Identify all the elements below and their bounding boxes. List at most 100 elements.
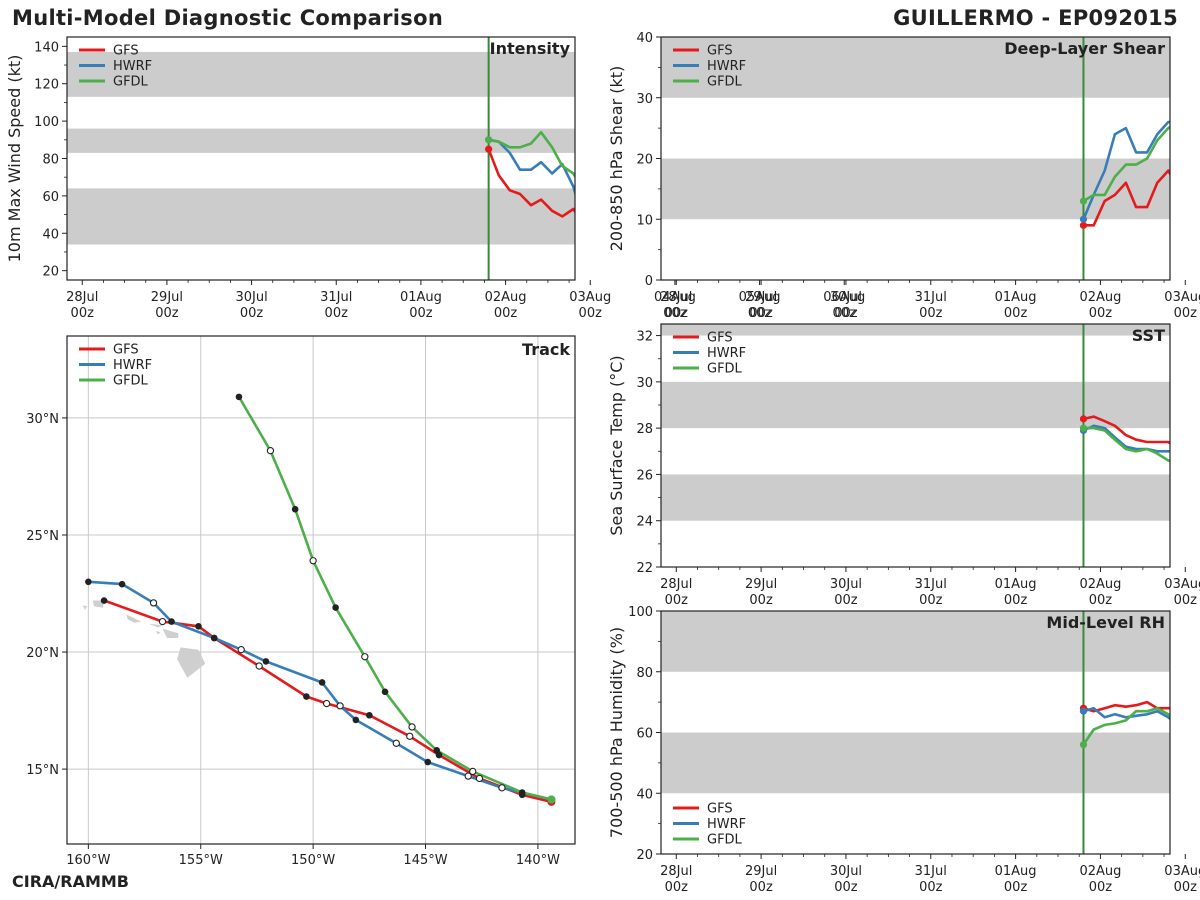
y-tick-label: 80	[42, 153, 59, 168]
series-line-gfdl	[1082, 706, 1170, 746]
x-tick-day: 29Jul	[745, 577, 777, 592]
x-tick-hour: 00z	[749, 306, 773, 321]
track-point-00z	[433, 747, 441, 754]
x-tick-hour: 00z	[665, 306, 689, 321]
series-line-gfdl	[1083, 426, 1170, 463]
start-point-gfdl	[1079, 424, 1088, 432]
start-point-gfs	[485, 145, 493, 153]
y-tick-label: 40	[42, 227, 59, 242]
series-line-gfs	[487, 148, 575, 218]
track-point-00z	[303, 693, 310, 700]
y-axis-title: Sea Surface Temp (°C)	[607, 355, 626, 535]
series-line-gfdl	[1082, 125, 1170, 203]
panel-rh: 2040608010028Jul00z29Jul00z30Jul00z31Jul…	[607, 605, 1200, 895]
legend-label-gfdl: GFDL	[707, 75, 743, 90]
track-point-12z	[469, 767, 477, 776]
series-line-hwrf	[1082, 120, 1170, 220]
track-point-00z	[352, 716, 360, 724]
series-line-gfs	[1083, 169, 1170, 227]
track-point-00z	[100, 597, 108, 604]
series-group	[487, 131, 575, 218]
panel-shear: 01020304028Jul00z29Jul00z30Jul00z31Jul00…	[607, 31, 1200, 321]
legend-label-gfs: GFS	[113, 44, 139, 59]
track-line-gfdl	[237, 396, 552, 801]
figure-title: Multi-Model Diagnostic Comparison	[12, 6, 444, 30]
band-1	[661, 381, 1170, 429]
legend-label-gfs: GFS	[113, 343, 139, 358]
series-line-hwrf	[488, 138, 575, 197]
y-tick-label: 120	[34, 78, 59, 93]
panel-title: Intensity	[490, 39, 571, 58]
track-point-00z	[366, 711, 373, 719]
credit-label: CIRA/RAMMB	[12, 872, 129, 891]
x-tick-day: 03Aug	[1164, 577, 1200, 592]
track-point-12z	[255, 662, 263, 670]
x-tick-hour: 00z	[665, 593, 689, 608]
track-point-12z	[309, 557, 317, 565]
track-point-12z	[475, 774, 484, 783]
band-0	[67, 188, 575, 245]
x-tick-hour: 00z	[1004, 306, 1028, 321]
x-tick-hour: 00z	[1174, 880, 1198, 895]
x-tick-hour: 00z	[494, 306, 518, 321]
start-point-gfs	[1079, 221, 1088, 229]
x-tick-day: 30Jul	[830, 577, 862, 592]
start-point-gfdl	[485, 136, 493, 144]
x-tick-hour: 00z	[748, 306, 772, 321]
series-group	[1082, 415, 1170, 463]
legend-label-gfs: GFS	[707, 331, 733, 346]
island	[92, 600, 105, 608]
x-tick-day: 31Jul	[915, 577, 947, 592]
track-point-00z	[332, 604, 339, 611]
x-tick-hour: 00z	[325, 306, 349, 321]
band-1	[661, 37, 1170, 98]
series-line-hwrf	[1082, 424, 1170, 453]
x-tick-hour: 00z	[749, 593, 773, 608]
hawaii-islands	[82, 600, 206, 678]
legend-label-hwrf: HWRF	[707, 59, 746, 74]
track-point-12z	[322, 699, 331, 708]
lon-label: 150°W	[291, 853, 335, 868]
x-tick-hour: 00z	[71, 306, 95, 321]
x-tick-day: 31Jul	[320, 290, 352, 305]
y-tick-label: 32	[636, 330, 653, 345]
x-tick-day: 30Jul	[235, 290, 267, 305]
x-tick-hour: 00z	[1004, 593, 1028, 608]
x-tick-day: 03Aug	[1164, 864, 1200, 879]
legend-label-hwrf: HWRF	[707, 817, 746, 832]
start-point-hwrf	[1079, 215, 1088, 223]
x-tick-day: 02Aug	[1079, 290, 1121, 305]
y-tick-label: 28	[636, 422, 653, 437]
x-tick-hour: 00z	[665, 880, 689, 895]
x-tick-day: 29Jul	[745, 290, 777, 305]
panel-track: 160°W 155°W 150°W 145°W 140°W 15°N 20°N 25°N 30°…	[26, 335, 576, 868]
y-tick-label: 100	[34, 115, 59, 130]
track-point-00z	[118, 580, 126, 588]
x-tick-day: 28Jul	[660, 864, 692, 879]
lon-label: 145°W	[403, 853, 447, 868]
x-tick-hour: 00z	[1174, 306, 1198, 321]
x-tick-day: 06Aug	[823, 290, 865, 305]
legend-label-gfdl: GFDL	[113, 374, 149, 389]
track-point-12z	[406, 732, 414, 740]
panel-sst: 22242628303228Jul00z29Jul00z30Jul00z31Ju…	[607, 323, 1200, 608]
x-tick-day: 01Aug	[995, 864, 1037, 879]
x-tick-day: 31Jul	[915, 864, 947, 879]
lon-label: 155°W	[179, 853, 223, 868]
track-point-12z	[464, 772, 472, 780]
track-point-00z	[262, 658, 270, 665]
y-tick-label: 30	[636, 92, 653, 107]
x-tick-day: 30Jul	[830, 864, 862, 879]
x-tick-hour: 00z	[1089, 306, 1113, 321]
x-tick-hour: 00z	[834, 880, 858, 895]
start-point-gfdl	[1079, 741, 1088, 749]
x-tick-hour: 00z	[1004, 880, 1028, 895]
track-line-hwrf	[88, 580, 552, 801]
lon-label: 140°W	[516, 853, 560, 868]
series-line-gfs	[1083, 700, 1170, 713]
lat-label: 30°N	[26, 412, 59, 427]
x-tick-day: 28Jul	[66, 290, 98, 305]
y-axis-title: 700-500 hPa Humidity (%)	[607, 627, 626, 838]
y-tick-label: 80	[636, 666, 653, 681]
legend-label-gfs: GFS	[707, 44, 733, 59]
